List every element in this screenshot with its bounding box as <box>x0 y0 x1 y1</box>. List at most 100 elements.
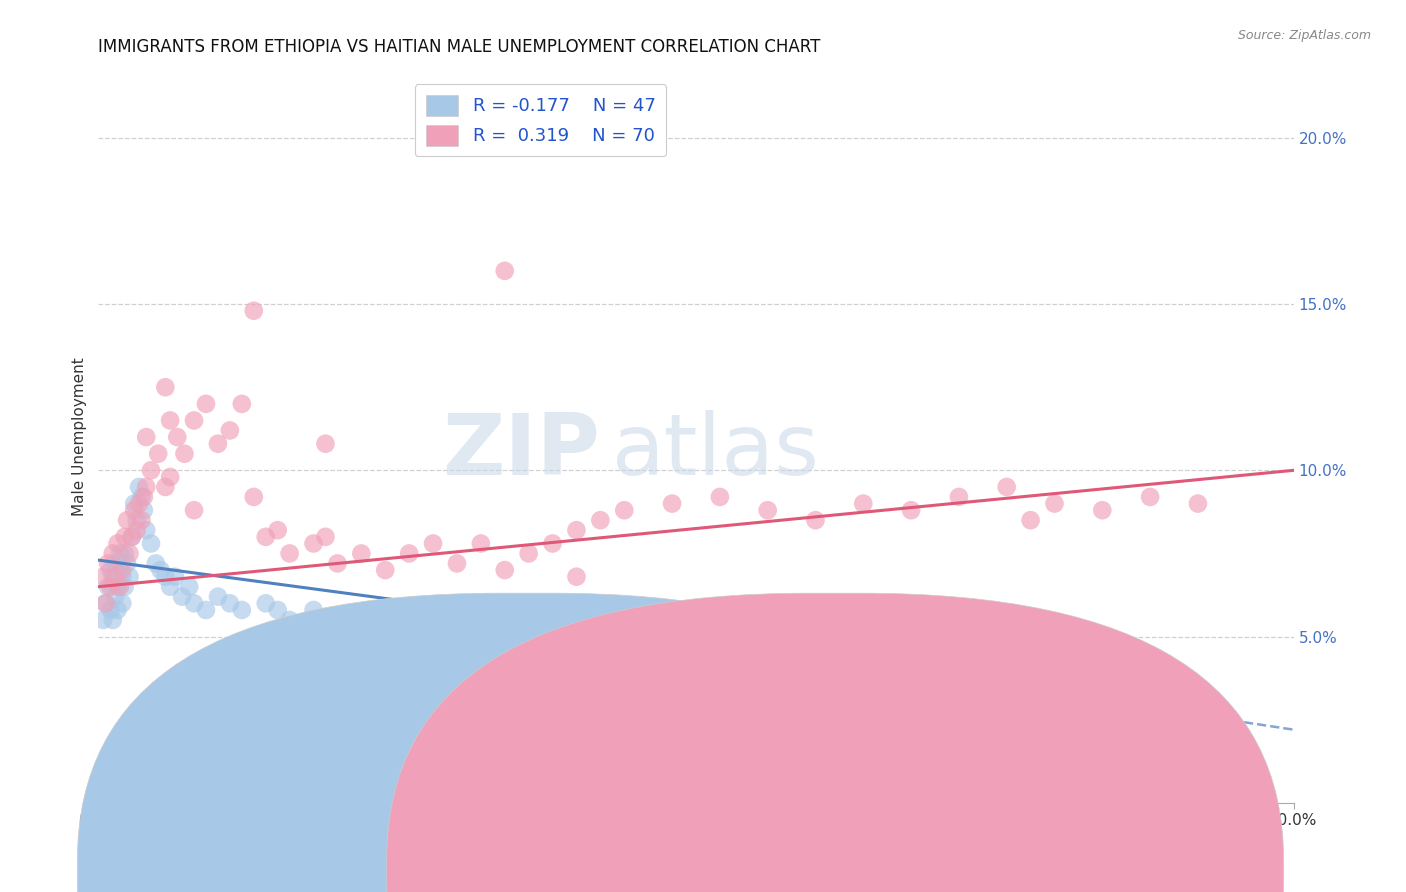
Point <box>302 536 325 550</box>
Point <box>101 570 124 584</box>
Point <box>685 729 707 743</box>
Point <box>128 497 150 511</box>
Point <box>374 563 396 577</box>
Point <box>172 590 194 604</box>
Point <box>900 503 922 517</box>
Point <box>173 447 195 461</box>
Point <box>159 470 181 484</box>
Point <box>132 490 155 504</box>
Point <box>1187 497 1209 511</box>
Point <box>145 557 167 571</box>
Point <box>207 590 229 604</box>
Point <box>108 546 131 560</box>
Point <box>104 557 127 571</box>
Point <box>613 503 636 517</box>
Point <box>111 596 134 610</box>
Point <box>155 380 177 394</box>
Point <box>149 563 172 577</box>
Point <box>128 480 150 494</box>
Point <box>207 436 229 450</box>
Point <box>139 463 162 477</box>
Point <box>1091 503 1114 517</box>
Point <box>114 580 136 594</box>
Point <box>115 513 138 527</box>
Point <box>494 563 516 577</box>
Point <box>94 596 117 610</box>
Text: Immigrants from Ethiopia: Immigrants from Ethiopia <box>560 863 755 878</box>
Point <box>326 557 349 571</box>
Point <box>565 570 588 584</box>
Point <box>315 530 337 544</box>
Point <box>589 513 612 527</box>
Point <box>315 436 337 450</box>
Point <box>135 480 157 494</box>
Point <box>565 523 588 537</box>
Point <box>1019 513 1042 527</box>
Point <box>756 503 779 517</box>
Point <box>94 596 117 610</box>
Point <box>179 580 201 594</box>
Point <box>470 536 492 550</box>
Point <box>195 397 218 411</box>
Point <box>254 530 277 544</box>
Point <box>541 536 564 550</box>
Point <box>91 613 114 627</box>
Point <box>155 570 177 584</box>
Point <box>852 497 875 511</box>
Point <box>422 636 444 650</box>
Text: IMMIGRANTS FROM ETHIOPIA VS HAITIAN MALE UNEMPLOYMENT CORRELATION CHART: IMMIGRANTS FROM ETHIOPIA VS HAITIAN MALE… <box>98 38 821 56</box>
Point <box>166 430 188 444</box>
Point <box>125 523 148 537</box>
Point <box>1139 490 1161 504</box>
Point <box>124 497 146 511</box>
Point <box>948 490 970 504</box>
Point <box>350 546 373 560</box>
Point <box>219 424 242 438</box>
Point <box>121 530 143 544</box>
Point <box>231 603 253 617</box>
Point <box>107 580 129 594</box>
Point <box>121 530 143 544</box>
Point <box>114 530 136 544</box>
Point <box>98 563 122 577</box>
Point <box>183 503 205 517</box>
Point <box>254 596 277 610</box>
Point <box>125 513 148 527</box>
Point <box>995 480 1018 494</box>
Point <box>159 413 181 427</box>
Point <box>98 580 122 594</box>
Point <box>148 447 170 461</box>
Point <box>159 580 181 594</box>
Point <box>1043 497 1066 511</box>
Point <box>115 557 138 571</box>
Point <box>131 490 153 504</box>
Point <box>183 413 205 427</box>
Point <box>101 613 124 627</box>
Point <box>107 536 129 550</box>
Point <box>494 264 516 278</box>
Point <box>98 603 122 617</box>
Point <box>111 570 134 584</box>
Point <box>231 397 253 411</box>
Point <box>139 536 162 550</box>
Point <box>111 563 134 577</box>
Point <box>398 546 420 560</box>
Point <box>108 580 131 594</box>
Point <box>135 523 157 537</box>
Point <box>302 603 325 617</box>
Point <box>374 613 396 627</box>
Point <box>183 596 205 610</box>
Y-axis label: Male Unemployment: Male Unemployment <box>72 358 87 516</box>
Point <box>104 570 127 584</box>
Legend: R = -0.177    N = 47, R =  0.319    N = 70: R = -0.177 N = 47, R = 0.319 N = 70 <box>415 84 666 156</box>
Point <box>124 503 146 517</box>
Point <box>101 546 124 560</box>
Point <box>446 557 468 571</box>
Point <box>267 523 290 537</box>
Text: ZIP: ZIP <box>443 410 600 493</box>
Point <box>243 303 266 318</box>
Point <box>243 490 266 504</box>
Point <box>422 536 444 550</box>
Point <box>155 480 177 494</box>
Point <box>326 613 349 627</box>
